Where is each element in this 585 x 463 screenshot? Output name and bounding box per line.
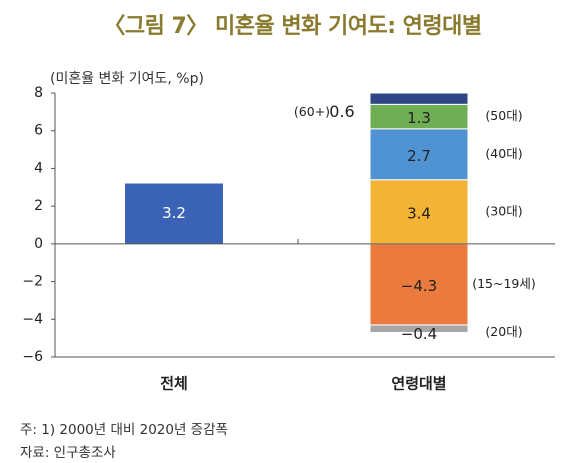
footnote: 주: 1) 2000년 대비 2020년 증감폭	[20, 422, 228, 438]
bar-segment	[369, 92, 469, 105]
data-label: 1.3	[407, 109, 431, 127]
x-category-label: 연령대별	[391, 375, 446, 393]
y-tick-label: −2	[22, 274, 43, 290]
bars	[125, 92, 469, 333]
data-label: 2.7	[407, 147, 431, 165]
x-category-label: 전체	[160, 375, 188, 393]
y-tick-label: −4	[22, 311, 43, 327]
source-note: 자료: 인구총조사	[20, 445, 116, 461]
series-label: (60+)	[294, 104, 330, 119]
data-label: 3.4	[407, 204, 431, 222]
data-label: 0.6	[329, 102, 354, 121]
bar-segment	[369, 324, 469, 333]
data-labels: 3.2 3.4 (30대) 2.7 (40대) 1.3 (50대) (60+) 0.6 −4.3 (…	[162, 102, 536, 343]
chart-title: 〈그림 7〉 미혼율 변화 기여도: 연령대별	[103, 14, 482, 39]
y-tick-label: 2	[34, 198, 43, 214]
data-label: −4.3	[401, 277, 437, 295]
axes: 8 6 4 2 0 −2 −4 −6 전체 연령대별	[22, 85, 555, 393]
y-tick-label: 8	[34, 85, 43, 101]
y-tick-label: 0	[34, 236, 43, 252]
bar-total	[125, 183, 223, 244]
y-axis-unit-label: (미혼율 변화 기여도, %p)	[50, 71, 204, 87]
y-tick-label: 4	[34, 160, 43, 176]
series-label: (40대)	[485, 146, 522, 161]
stacked-bar-chart: 3.2 3.4 (30대) 2.7 (40대) 1.3 (50대) (60+) 0.6 −4.3 (…	[22, 85, 555, 393]
y-tick-label: −6	[22, 349, 43, 365]
series-label: (20대)	[485, 324, 522, 339]
y-tick-label: 6	[34, 123, 43, 139]
series-label: (15~19세)	[472, 276, 536, 291]
series-label: (30대)	[485, 203, 522, 218]
data-label: −0.4	[401, 325, 437, 343]
series-label: (50대)	[485, 108, 522, 123]
bar-segment	[369, 179, 469, 245]
data-label-total: 3.2	[162, 204, 186, 222]
bar-segment	[369, 128, 469, 181]
